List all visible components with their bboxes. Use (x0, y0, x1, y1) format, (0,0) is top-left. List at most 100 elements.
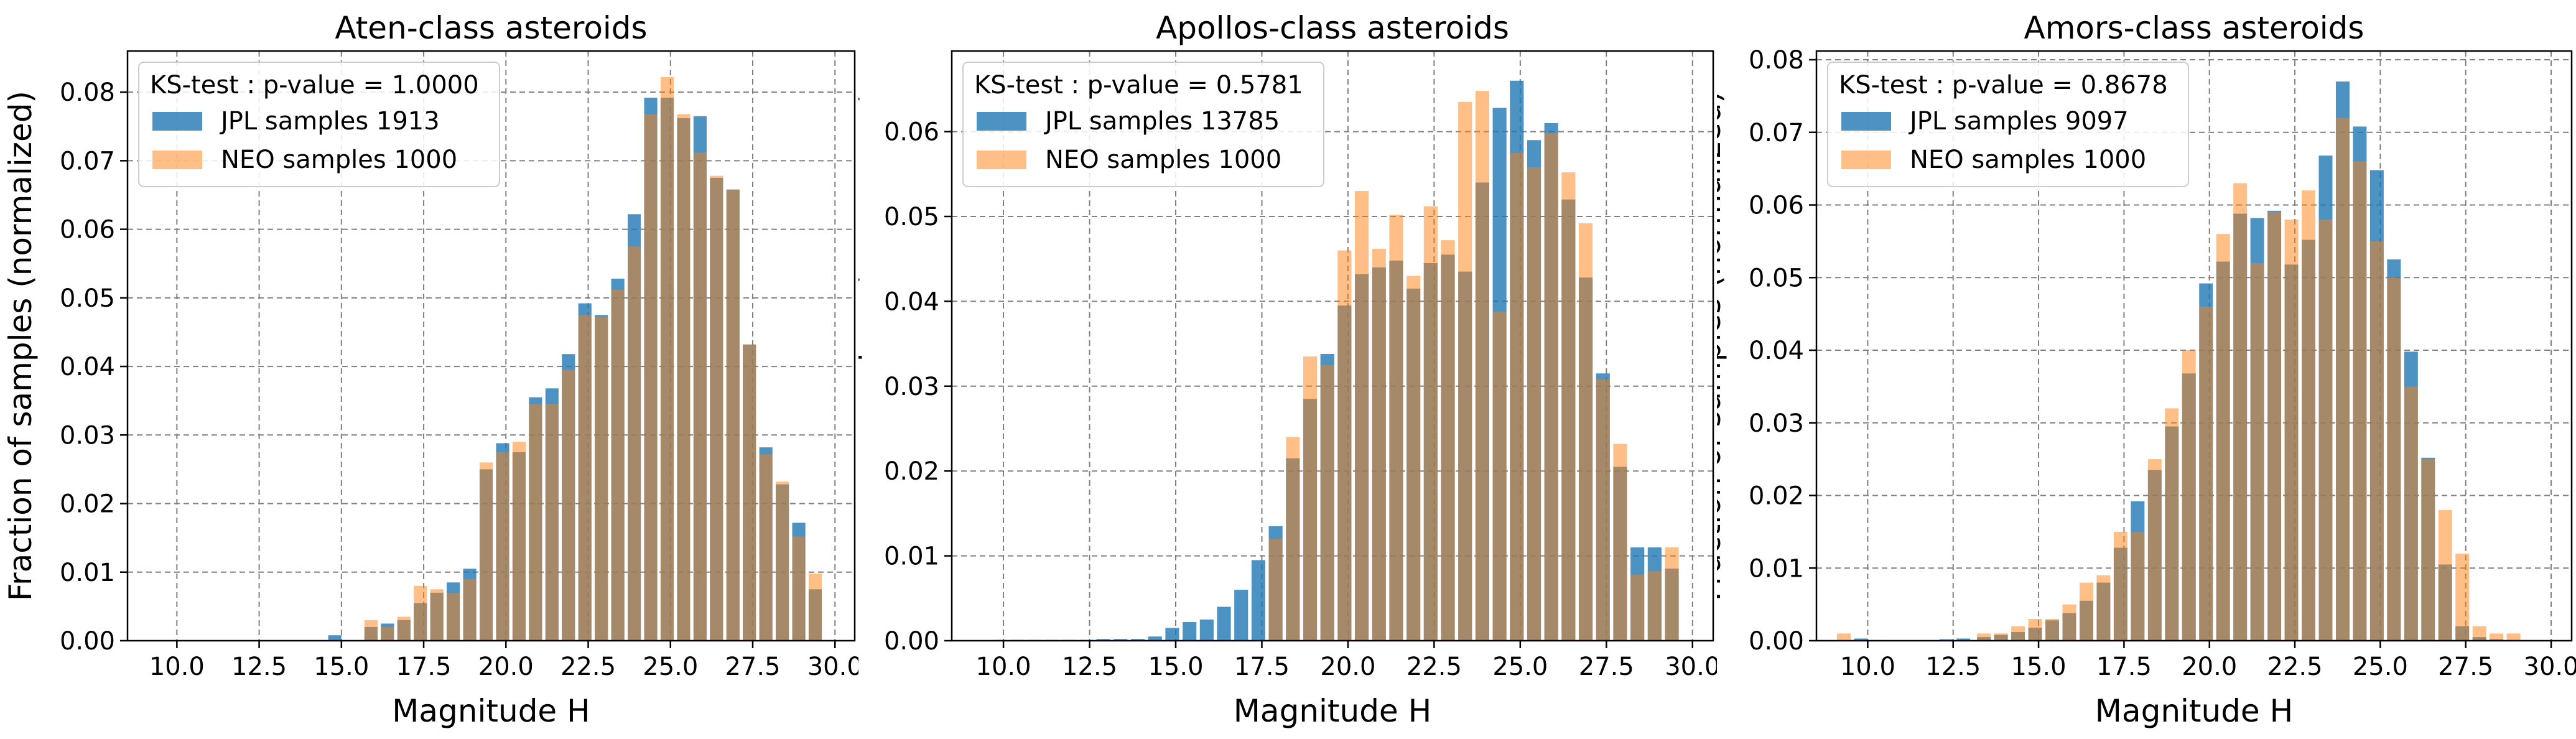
x-tick-label: 27.5 (1579, 653, 1634, 681)
bars (328, 77, 822, 641)
bar-jpl (328, 635, 342, 641)
bar-neo (1320, 365, 1334, 641)
legend-label-neo: NEO samples 1000 (1045, 146, 1281, 174)
axes-frame (1815, 50, 2573, 642)
x-tick-label: 17.5 (2096, 653, 2152, 681)
y-tick-label: 0.07 (60, 147, 115, 175)
bar-neo (1389, 215, 1403, 641)
bar-neo (1372, 248, 1386, 641)
bar-neo (2506, 633, 2521, 641)
axes-frame (126, 50, 856, 642)
y-tick-label: 0.04 (1749, 337, 1804, 365)
y-axis-label: Fraction of samples (normalized) (858, 91, 863, 601)
x-tick-label: 20.0 (478, 653, 534, 681)
x-tick-label: 27.5 (725, 653, 780, 681)
y-tick-label: 0.05 (60, 284, 115, 313)
y-tick-label: 0.03 (1749, 409, 1804, 438)
bars (993, 80, 1679, 641)
y-tick-label: 0.04 (884, 287, 939, 316)
bar-neo (2011, 626, 2025, 641)
bar-neo (430, 589, 444, 641)
y-axis-label: Fraction of samples (normalized) (1717, 91, 1727, 601)
x-tick-label: 22.5 (1407, 653, 1462, 681)
bar-neo (1423, 206, 1438, 641)
x-tick-label: 20.0 (2182, 653, 2237, 681)
bar-neo (512, 442, 526, 641)
bar-jpl (1114, 639, 1128, 641)
bar-neo (397, 616, 411, 641)
legend-swatch-jpl (977, 112, 1026, 131)
y-tick-label: 0.03 (884, 373, 939, 401)
bar-neo (743, 344, 756, 641)
x-tick-label: 17.5 (396, 653, 452, 681)
bar-neo (1596, 379, 1610, 641)
bar-neo (2490, 633, 2504, 641)
x-tick-label: 12.5 (1925, 653, 1981, 681)
bar-neo (1647, 571, 1662, 641)
x-tick-label: 30.0 (807, 653, 858, 681)
x-tick-label: 30.0 (2524, 653, 2576, 681)
legend-box (138, 62, 500, 187)
y-tick-label: 0.06 (60, 216, 115, 244)
bar-neo (2387, 277, 2401, 641)
bar-neo (1458, 101, 1472, 641)
bar-neo (2131, 531, 2145, 641)
chart-title: Amors-class asteroids (2024, 10, 2364, 46)
legend-label-jpl: JPL samples 9097 (1908, 107, 2129, 136)
x-tick-label: 17.5 (1234, 653, 1290, 681)
legend-swatch-neo (977, 151, 1026, 169)
legend-title: KS-test : p-value = 0.5781 (974, 71, 1303, 100)
bar-neo (1510, 152, 1524, 641)
y-tick-label: 0.08 (60, 78, 115, 107)
bar-neo (726, 189, 740, 641)
y-tick-label: 0.01 (60, 559, 115, 587)
bar-neo (2472, 626, 2486, 641)
legend-label-jpl: JPL samples 13785 (1043, 107, 1280, 136)
bar-neo (2147, 459, 2162, 641)
chart-title: Apollos-class asteroids (1156, 10, 1509, 46)
bar-neo (677, 114, 690, 641)
y-tick-label: 0.01 (884, 542, 939, 571)
bar-neo (759, 454, 773, 641)
bar-neo (1268, 539, 1283, 641)
y-tick-label: 0.05 (1749, 264, 1804, 292)
bar-neo (496, 452, 509, 641)
x-tick-label: 20.0 (1320, 653, 1375, 681)
bar-neo (2096, 575, 2111, 641)
bar-neo (776, 481, 789, 641)
x-tick-label: 10.0 (1840, 653, 1895, 681)
bar-neo (2182, 350, 2196, 641)
bar-neo (2028, 618, 2042, 641)
bar-neo (1977, 633, 1991, 641)
bar-neo (578, 315, 592, 641)
bar-neo (2062, 604, 2076, 641)
x-tick-label: 12.5 (1062, 653, 1117, 681)
x-tick-label: 25.0 (2353, 653, 2408, 681)
bar-neo (2421, 459, 2435, 641)
bar-neo (1665, 547, 1679, 641)
bar-jpl (1199, 619, 1214, 641)
x-tick-label: 22.5 (2267, 653, 2323, 681)
bar-neo (1527, 167, 1541, 641)
bar-neo (2045, 618, 2060, 641)
y-tick-label: 0.02 (1749, 482, 1804, 511)
bar-neo (1475, 91, 1489, 641)
bar-neo (2369, 241, 2384, 641)
bar-neo (1630, 574, 1645, 641)
y-tick-label: 0.00 (884, 627, 939, 656)
x-tick-label: 27.5 (2438, 653, 2493, 681)
bar-neo (2284, 219, 2299, 641)
x-tick-label: 10.0 (976, 653, 1031, 681)
x-axis-label: Magnitude H (2095, 693, 2293, 729)
bar-neo (2079, 582, 2093, 641)
bar-neo (1441, 240, 1455, 641)
bar-jpl (1165, 628, 1179, 641)
apollos-histogram: 10.0 12.5 15.0 17.5 20.0 22.5 25.0 27.5 30.0 0.00… (858, 10, 1717, 729)
bar-neo (447, 592, 460, 641)
bar-neo (2318, 219, 2333, 641)
bar-jpl (1234, 590, 1248, 641)
bar-jpl (1183, 621, 1197, 641)
bar-jpl (1854, 638, 1868, 641)
bar-neo (381, 626, 394, 641)
bar-neo (1303, 356, 1318, 641)
